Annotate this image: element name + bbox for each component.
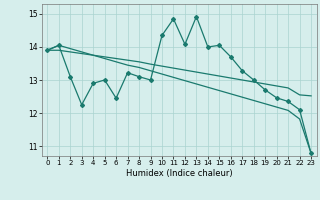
X-axis label: Humidex (Indice chaleur): Humidex (Indice chaleur) (126, 169, 233, 178)
